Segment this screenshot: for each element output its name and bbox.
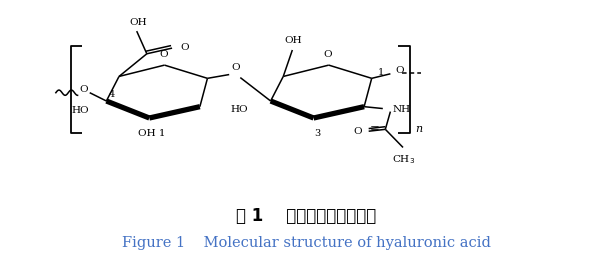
Text: 图 1    透明质酸的分子结构: 图 1 透明质酸的分子结构 xyxy=(236,207,376,225)
Text: 1: 1 xyxy=(378,68,384,77)
Text: O: O xyxy=(353,127,362,136)
Text: NH: NH xyxy=(393,105,411,114)
Text: O: O xyxy=(395,66,403,75)
Text: OH: OH xyxy=(129,18,146,26)
Text: OH: OH xyxy=(285,36,302,45)
Text: n: n xyxy=(416,124,423,134)
Text: HO: HO xyxy=(71,106,89,115)
Text: CH$_3$: CH$_3$ xyxy=(392,153,416,166)
Text: O: O xyxy=(80,85,88,94)
Text: 3: 3 xyxy=(315,129,321,138)
Text: =: = xyxy=(369,122,379,135)
Text: Figure 1    Molecular structure of hyaluronic acid: Figure 1 Molecular structure of hyaluron… xyxy=(122,236,490,250)
Text: O: O xyxy=(323,50,332,59)
Text: HO: HO xyxy=(230,105,248,114)
Text: O: O xyxy=(231,63,239,72)
Text: 4: 4 xyxy=(109,90,115,99)
Text: O: O xyxy=(181,43,189,52)
Text: O: O xyxy=(159,50,168,59)
Text: OH 1: OH 1 xyxy=(138,129,166,138)
